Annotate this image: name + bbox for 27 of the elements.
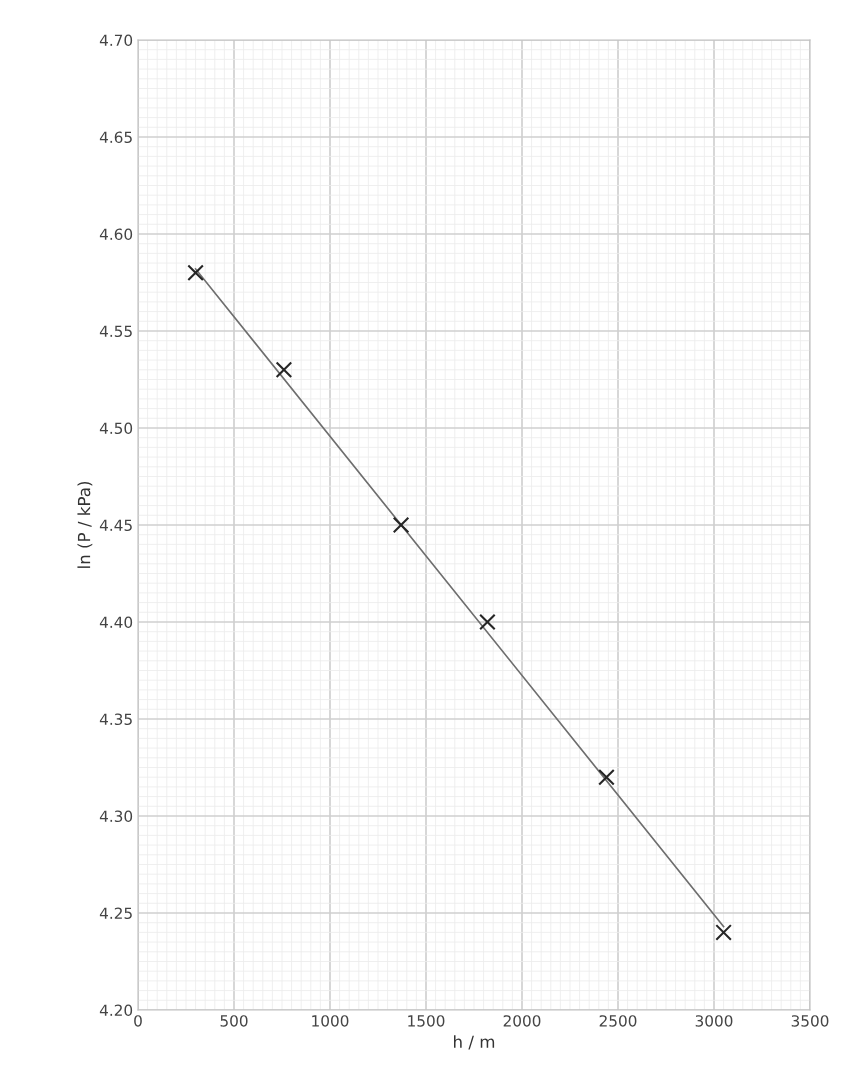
point xyxy=(275,361,293,379)
y-tick-label: 4.50 xyxy=(99,422,133,435)
x-tick-label: 2000 xyxy=(503,1015,541,1027)
y-tick-label: 4.35 xyxy=(99,713,132,726)
point xyxy=(187,264,204,282)
y-tick-label: 4.20 xyxy=(99,1004,133,1017)
point xyxy=(598,768,615,786)
x-tick-label: 500 xyxy=(220,1015,248,1027)
point xyxy=(715,924,732,941)
point xyxy=(392,516,410,534)
x-tick-label: 1500 xyxy=(408,1015,445,1027)
x-tick-label: 0 xyxy=(134,1015,142,1027)
y-tick-label: 4.45 xyxy=(99,519,132,532)
y-tick-label: 4.70 xyxy=(99,34,133,47)
y-tick-label: 4.55 xyxy=(99,325,132,338)
x-tick-label: 3000 xyxy=(695,1015,733,1027)
y-axis-title: ln (P / kPa) xyxy=(77,481,93,568)
y-tick-label: 4.25 xyxy=(99,907,132,920)
y-tick-label: 4.40 xyxy=(99,616,133,629)
point xyxy=(479,613,496,631)
x-tick-label: 1000 xyxy=(312,1015,349,1027)
x-tick-label: 2500 xyxy=(599,1015,637,1027)
y-tick-label: 4.30 xyxy=(99,810,133,823)
y-tick-label: 4.65 xyxy=(99,131,132,144)
x-axis-title: h / m xyxy=(454,1035,495,1050)
x-tick-label: 3500 xyxy=(791,1015,829,1027)
y-tick-label: 4.60 xyxy=(99,228,133,241)
